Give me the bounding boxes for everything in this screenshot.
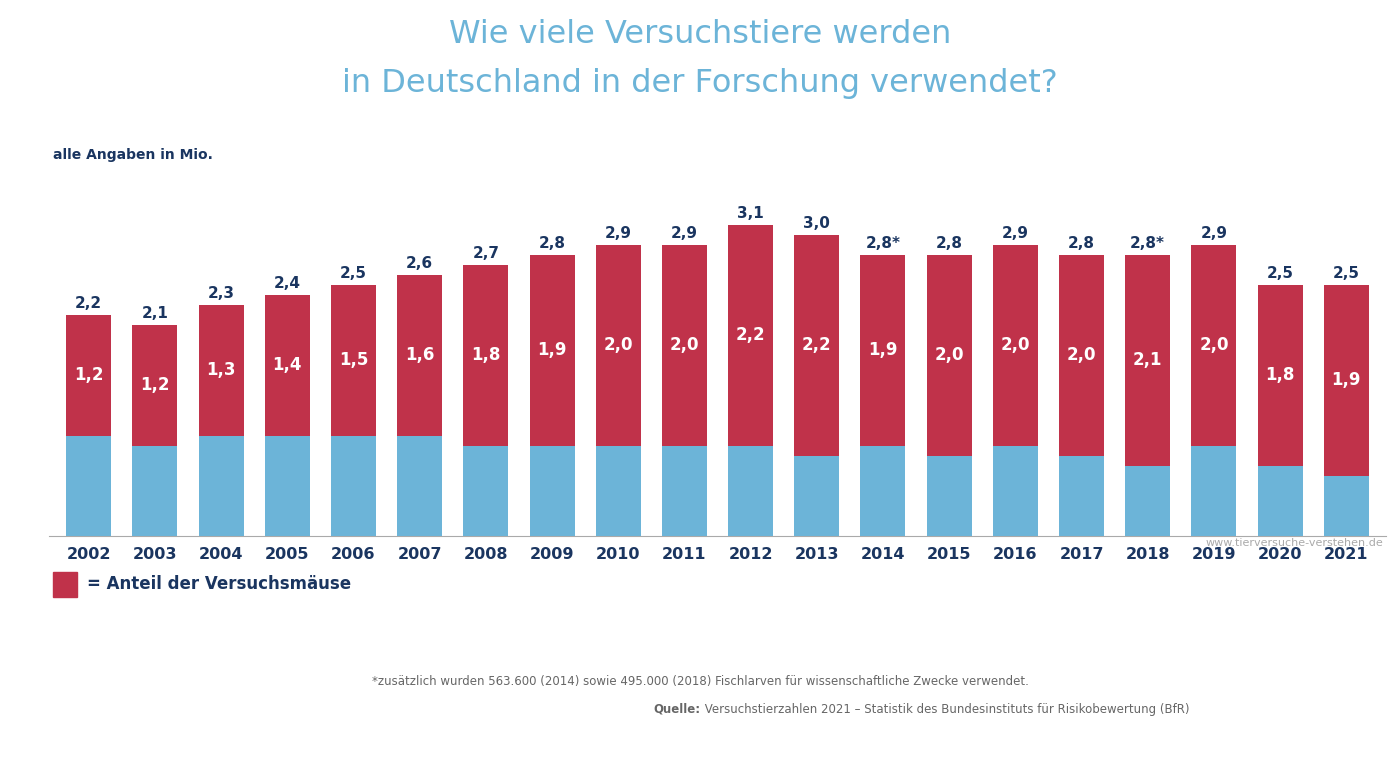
Bar	[330, 435, 377, 536]
Bar	[66, 435, 111, 536]
Text: 2,8: 2,8	[1068, 236, 1095, 251]
Bar	[1324, 476, 1369, 536]
Text: 2,2: 2,2	[76, 296, 102, 311]
Bar	[1058, 455, 1105, 536]
Text: 1,4: 1,4	[273, 356, 302, 375]
Bar	[596, 445, 641, 536]
Text: 2,8: 2,8	[539, 236, 566, 251]
Bar	[993, 445, 1037, 536]
Text: 2,2: 2,2	[736, 326, 766, 344]
Bar	[529, 255, 574, 445]
Text: 2,9: 2,9	[671, 226, 699, 241]
Text: 2,9: 2,9	[605, 226, 631, 241]
Text: *zusätzlich wurden 563.600 (2014) sowie 495.000 (2018) Fischlarven für wissensch: *zusätzlich wurden 563.600 (2014) sowie …	[371, 675, 1029, 688]
Bar	[728, 225, 773, 445]
Bar	[133, 325, 178, 445]
Text: www.tierversuche-verstehen.de: www.tierversuche-verstehen.de	[1205, 538, 1383, 548]
Bar	[596, 245, 641, 445]
Bar	[463, 445, 508, 536]
Text: 2,0: 2,0	[1001, 336, 1030, 354]
Text: 1,3: 1,3	[206, 361, 235, 379]
Bar	[1324, 285, 1369, 476]
Bar	[463, 265, 508, 445]
Text: = Anteil der Versuchsmäuse: = Anteil der Versuchsmäuse	[87, 575, 351, 594]
Text: 2,9: 2,9	[1002, 226, 1029, 241]
Text: 2,5: 2,5	[1333, 266, 1359, 281]
Text: 2,0: 2,0	[1067, 347, 1096, 364]
Bar	[1058, 255, 1105, 455]
Text: alle Angaben in Mio.: alle Angaben in Mio.	[53, 148, 213, 162]
Text: 2,9: 2,9	[1200, 226, 1228, 241]
Text: 1,2: 1,2	[74, 366, 104, 385]
Text: 2,7: 2,7	[472, 246, 500, 261]
Text: 2,3: 2,3	[207, 287, 235, 301]
Bar	[927, 255, 972, 455]
Bar	[398, 275, 442, 435]
Text: 3,0: 3,0	[804, 216, 830, 231]
Text: 1,8: 1,8	[1266, 366, 1295, 385]
Text: 1,2: 1,2	[140, 376, 169, 394]
Text: 3,1: 3,1	[738, 206, 764, 221]
Bar	[199, 435, 244, 536]
Bar	[1191, 245, 1236, 445]
Bar	[529, 445, 574, 536]
Bar	[794, 235, 839, 455]
Bar	[993, 245, 1037, 445]
Bar	[662, 445, 707, 536]
Bar	[1126, 466, 1170, 536]
Bar	[1191, 445, 1236, 536]
Bar	[794, 455, 839, 536]
Bar	[861, 255, 906, 445]
Bar	[861, 445, 906, 536]
Bar	[1257, 466, 1302, 536]
Bar	[66, 315, 111, 435]
Text: 2,1: 2,1	[1133, 351, 1162, 369]
Bar	[398, 435, 442, 536]
Text: 2,0: 2,0	[934, 347, 965, 364]
Text: 1,9: 1,9	[868, 341, 897, 359]
Bar	[265, 295, 309, 435]
Text: Versuchstierzahlen 2021 – Statistik des Bundesinstituts für Risikobewertung (BfR: Versuchstierzahlen 2021 – Statistik des …	[701, 703, 1190, 716]
Text: 1,8: 1,8	[472, 347, 501, 364]
Text: 2,4: 2,4	[274, 276, 301, 291]
Bar	[265, 435, 309, 536]
Text: 1,9: 1,9	[538, 341, 567, 359]
Text: 2,6: 2,6	[406, 256, 433, 271]
Text: 2,1: 2,1	[141, 306, 168, 321]
Bar	[1126, 255, 1170, 466]
Text: 2,8*: 2,8*	[1130, 236, 1165, 251]
Text: 1,6: 1,6	[405, 347, 434, 364]
Text: 2,8: 2,8	[935, 236, 963, 251]
Text: 2,0: 2,0	[669, 336, 699, 354]
Text: 2,5: 2,5	[340, 266, 367, 281]
Bar	[330, 285, 377, 435]
Bar	[728, 445, 773, 536]
Text: 2,0: 2,0	[603, 336, 633, 354]
Bar	[662, 245, 707, 445]
Bar	[1257, 285, 1302, 466]
Text: 2,0: 2,0	[1200, 336, 1229, 354]
Text: Quelle:: Quelle:	[652, 703, 700, 716]
Text: 1,5: 1,5	[339, 351, 368, 369]
Bar	[927, 455, 972, 536]
Text: in Deutschland in der Forschung verwendet?: in Deutschland in der Forschung verwende…	[342, 68, 1058, 100]
Text: 1,9: 1,9	[1331, 372, 1361, 389]
Text: Wie viele Versuchstiere werden: Wie viele Versuchstiere werden	[449, 19, 951, 50]
Bar	[133, 445, 178, 536]
Text: 2,2: 2,2	[802, 336, 832, 354]
Text: 2,5: 2,5	[1267, 266, 1294, 281]
Bar	[199, 306, 244, 435]
Text: 2,8*: 2,8*	[865, 236, 900, 251]
